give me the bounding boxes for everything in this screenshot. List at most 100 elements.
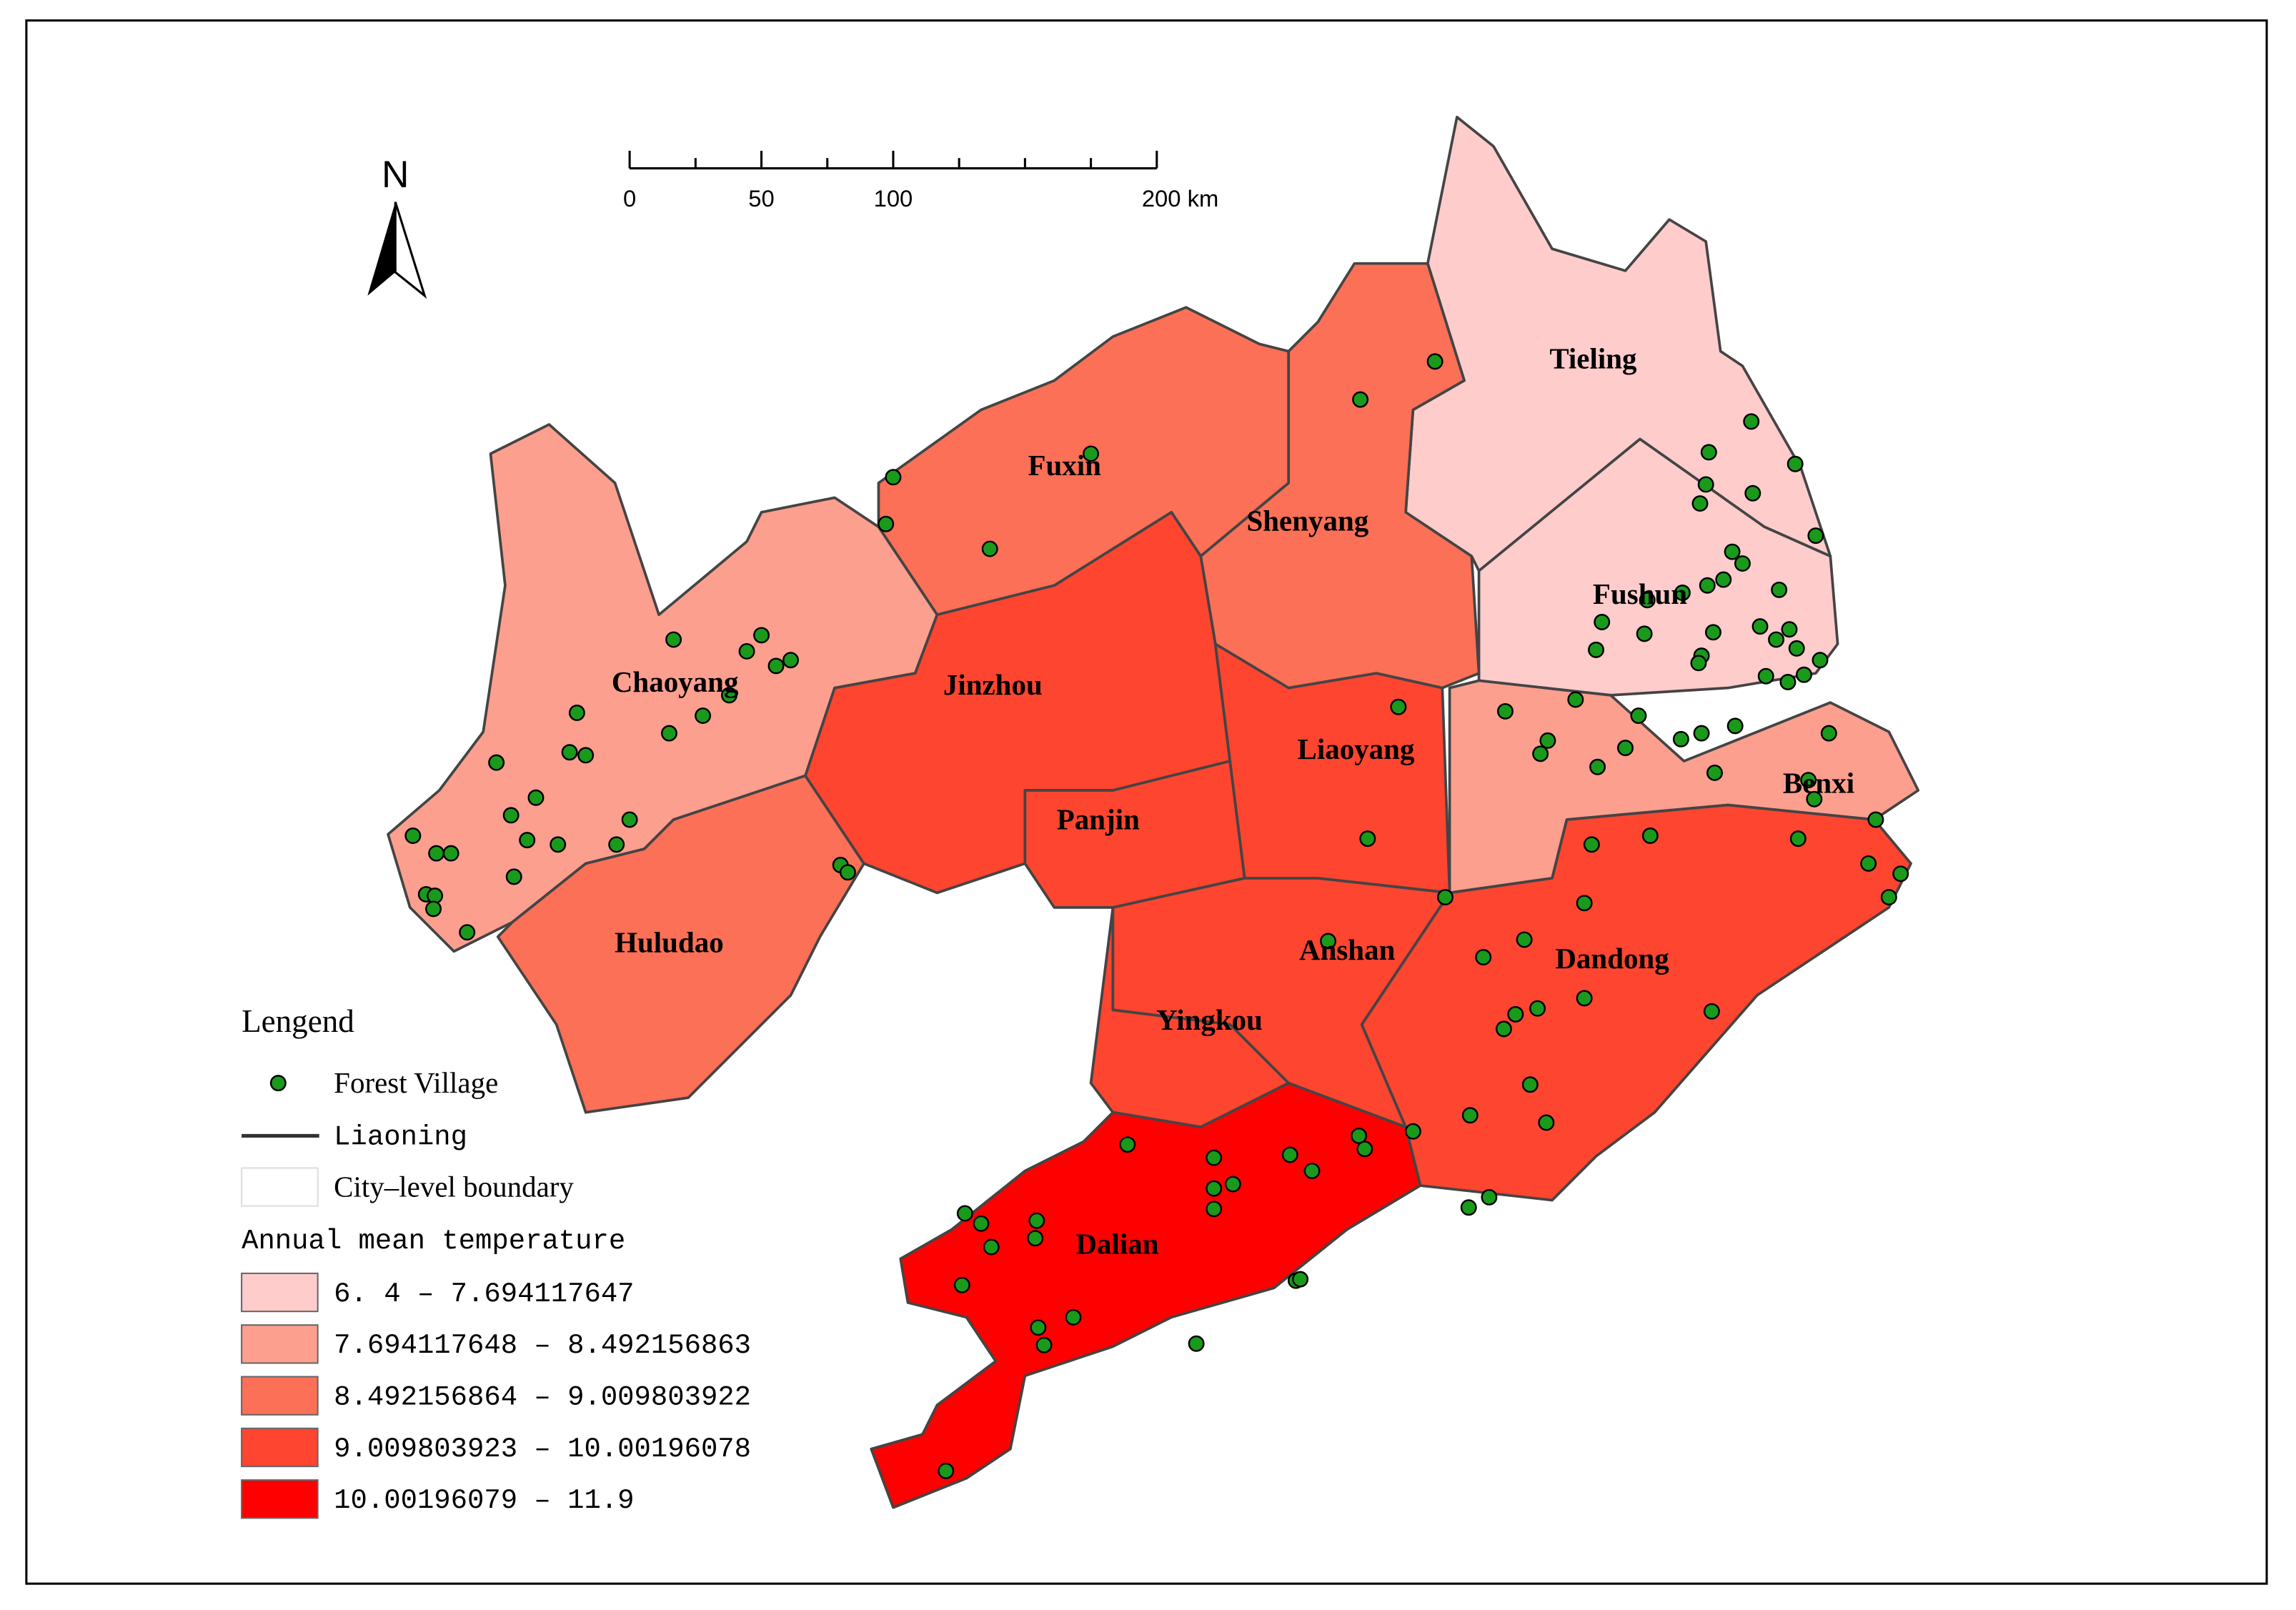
village-dot — [1693, 725, 1710, 742]
village-dot — [608, 836, 625, 853]
city-label: Anshan — [1299, 933, 1396, 966]
village-dot — [1726, 717, 1744, 735]
village-dot — [1206, 1201, 1223, 1218]
village-dot — [1641, 828, 1659, 844]
village-dot — [1757, 667, 1774, 685]
village-dot — [1880, 889, 1897, 906]
village-dot — [1636, 625, 1653, 642]
city-label: Panjin — [1057, 802, 1140, 835]
village-dot — [1706, 764, 1723, 781]
village-dot — [1589, 758, 1606, 775]
legend-item: Forest Village — [334, 1066, 498, 1099]
village-dot — [1292, 1271, 1309, 1288]
village-dot — [1224, 1176, 1241, 1193]
village-dot — [1807, 527, 1824, 545]
scale-label: 100 — [874, 185, 913, 212]
village-dot — [1281, 1146, 1298, 1163]
city-label: Tieling — [1549, 342, 1637, 374]
village-dot — [1119, 1136, 1136, 1153]
village-dot — [404, 828, 422, 844]
village-dot — [878, 515, 895, 532]
village-dot — [1699, 577, 1716, 594]
village-dot — [1576, 895, 1593, 912]
village-dot — [1083, 445, 1100, 462]
village-dot — [1320, 933, 1337, 950]
village-dot — [1206, 1180, 1223, 1197]
legend-swatch — [241, 1479, 319, 1519]
village-dot — [720, 687, 737, 704]
village-dot — [1521, 1076, 1539, 1093]
village-dot — [1588, 641, 1605, 658]
village-dot — [1786, 455, 1804, 472]
village-dot — [1028, 1212, 1045, 1229]
village-dot — [1351, 1127, 1368, 1144]
city-label: Liaoyang — [1297, 732, 1414, 765]
village-dot — [1594, 614, 1611, 630]
village-dot — [1188, 1335, 1205, 1352]
village-dot — [1529, 1000, 1546, 1017]
village-dot — [1359, 830, 1376, 848]
village-dot — [753, 627, 770, 644]
village-dot — [1481, 1188, 1498, 1206]
city-label: Chaoyang — [612, 665, 739, 698]
village-dot — [1507, 1005, 1524, 1023]
city-label: Fushun — [1593, 577, 1687, 610]
village-dot — [1390, 698, 1407, 715]
scale-bar — [628, 150, 1158, 170]
village-dot — [1789, 830, 1807, 848]
village-dot — [953, 1276, 970, 1293]
village-dot — [1436, 889, 1453, 906]
village-dot — [1495, 1020, 1512, 1038]
village-dot — [1796, 666, 1812, 683]
village-dot — [425, 900, 442, 918]
village-dot — [1303, 1163, 1321, 1180]
village-dot — [1703, 1003, 1720, 1020]
city-labels: Tieling Fushun Fuxin Shenyang Chaoyang Benxi H… — [612, 342, 1854, 1260]
village-dot — [1206, 1149, 1223, 1166]
village-dot — [1356, 1141, 1373, 1158]
arrow-right — [394, 202, 427, 299]
north-label: N — [382, 154, 409, 196]
legend-class-label: 10.00196079 – 11.9 — [334, 1485, 634, 1516]
village-dot — [665, 631, 682, 648]
legend-class-label: 9.009803923 – 10.00196078 — [334, 1433, 751, 1465]
village-dot — [1788, 640, 1805, 657]
scale-label: 50 — [748, 185, 774, 212]
legend-class-label: 6. 4 – 7.694117647 — [334, 1278, 634, 1310]
village-dot — [1567, 691, 1584, 708]
village-dot — [782, 652, 799, 669]
village-dot — [428, 845, 445, 862]
village-dot — [1892, 865, 1909, 883]
legend-swatch — [241, 1272, 319, 1313]
village-dot — [621, 811, 638, 828]
village-dot — [1704, 624, 1721, 641]
village-dot — [1027, 1230, 1044, 1247]
village-dot — [1538, 1114, 1555, 1131]
city-region — [870, 1081, 1422, 1509]
village-dot — [1820, 725, 1837, 742]
village-dot — [767, 657, 785, 675]
village-dot — [1576, 990, 1593, 1007]
village-dot — [839, 864, 856, 881]
village-dot — [1867, 811, 1884, 828]
village-dot — [1781, 621, 1798, 638]
village-dot — [1724, 543, 1741, 560]
village-dot — [505, 868, 522, 885]
city-region — [496, 774, 865, 1114]
village-dot — [1460, 1199, 1477, 1216]
village-dot — [738, 642, 755, 660]
village-dot — [1812, 652, 1829, 669]
regions — [387, 116, 1920, 1509]
village-dot — [459, 924, 476, 941]
village-dot — [1860, 855, 1877, 872]
village-dot — [695, 707, 712, 725]
legend-class-label: 8.492156864 – 9.009803922 — [334, 1381, 751, 1413]
village-dot — [1674, 585, 1691, 601]
village-dot — [1700, 444, 1717, 461]
village-dot — [527, 789, 545, 806]
village-dot — [502, 807, 520, 824]
village-dot — [1035, 1336, 1053, 1353]
village-dot — [1690, 655, 1707, 672]
